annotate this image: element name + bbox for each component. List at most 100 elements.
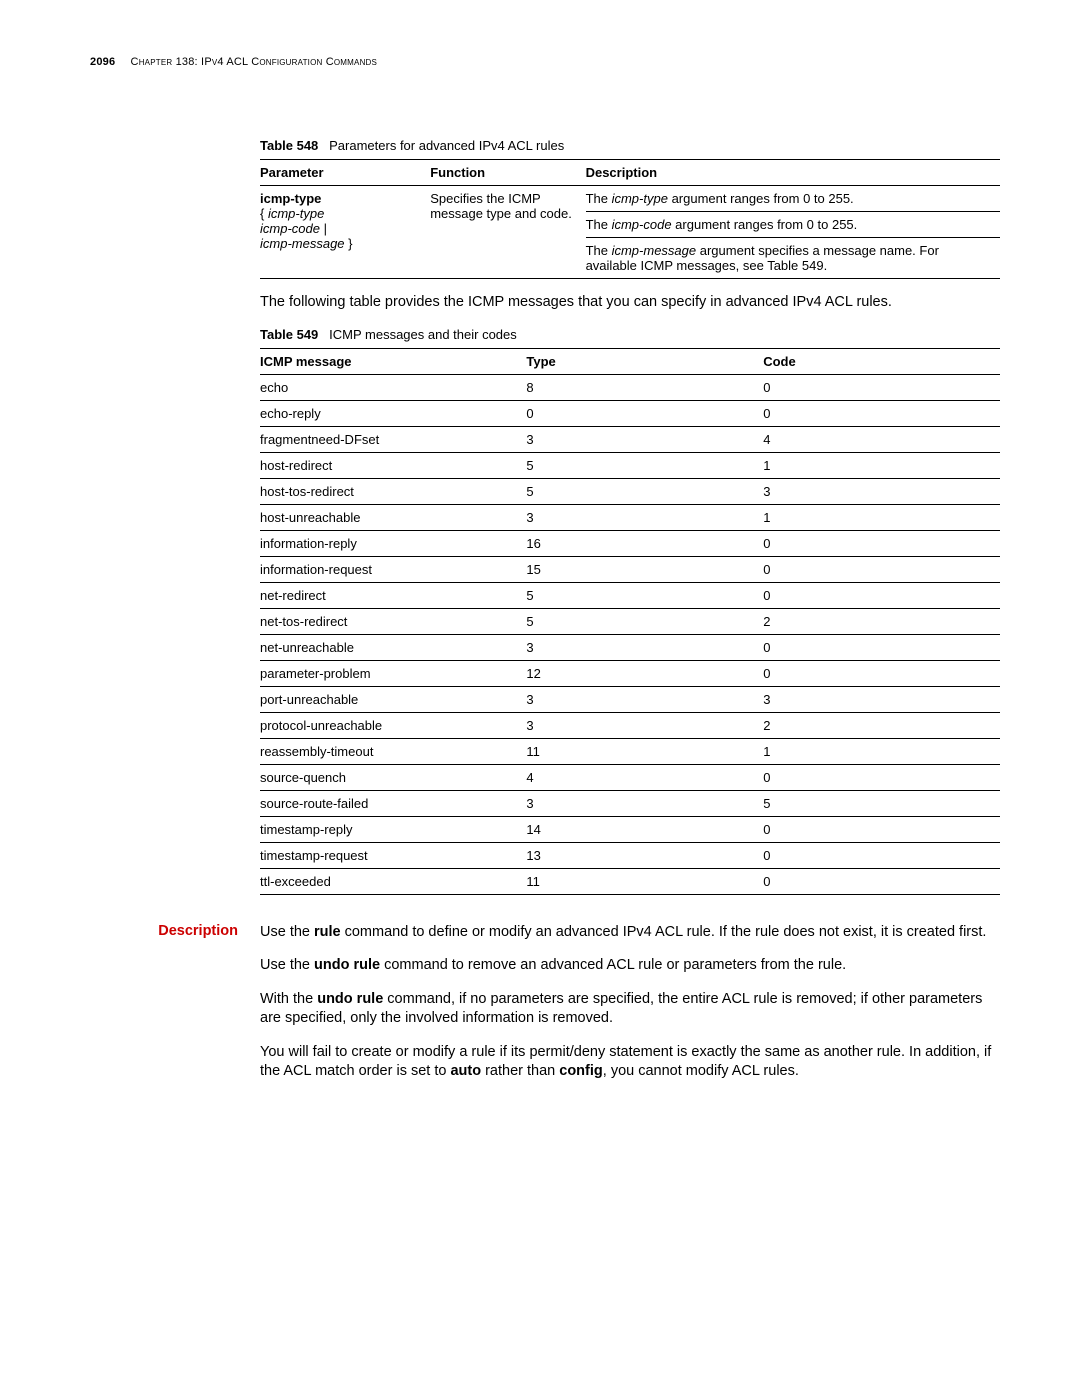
table-cell: 12 [526,660,763,686]
table-cell: reassembly-timeout [260,738,526,764]
table-title: ICMP messages and their codes [329,327,517,342]
table-cell: timestamp-request [260,842,526,868]
table-row: information-reply160 [260,530,1000,556]
table-cell: 3 [526,504,763,530]
table-row: fragmentneed-DFset34 [260,426,1000,452]
table-cell: 5 [763,790,1000,816]
table-cell: 0 [763,634,1000,660]
chapter-title: Chapter 138: IPv4 ACL Configuration Comm… [131,56,378,68]
table-cell: 3 [526,426,763,452]
table-cell: 5 [526,478,763,504]
table-cell: 0 [763,764,1000,790]
table-cell: 0 [763,868,1000,894]
table-549-caption: Table 549 ICMP messages and their codes [260,327,1000,342]
cell-desc-3: The icmp-message argument specifies a me… [586,238,1000,279]
table-cell: 3 [526,790,763,816]
col-parameter: Parameter [260,160,430,186]
table-row: net-unreachable30 [260,634,1000,660]
table-cell: 1 [763,452,1000,478]
cell-desc-1: The icmp-type argument ranges from 0 to … [586,186,1000,212]
description-label: Description [90,923,238,1096]
table-row: source-quench40 [260,764,1000,790]
table-cell: 5 [526,452,763,478]
table-row: net-tos-redirect52 [260,608,1000,634]
cell-parameter: icmp-type { icmp-type icmp-code | icmp-m… [260,186,430,279]
col-code: Code [763,348,1000,374]
table-cell: ttl-exceeded [260,868,526,894]
table-cell: 0 [526,400,763,426]
description-body: Use the rule command to define or modify… [260,923,1000,1096]
table-row: port-unreachable33 [260,686,1000,712]
table-cell: 11 [526,868,763,894]
table-row: host-unreachable31 [260,504,1000,530]
table-cell: 0 [763,400,1000,426]
table-cell: 3 [526,686,763,712]
table-row: echo-reply00 [260,400,1000,426]
table-label: Table 548 [260,138,318,153]
table-cell: parameter-problem [260,660,526,686]
table-cell: net-tos-redirect [260,608,526,634]
col-type: Type [526,348,763,374]
table-cell: 3 [763,686,1000,712]
table-cell: 3 [526,712,763,738]
table-row: host-redirect51 [260,452,1000,478]
table-cell: net-redirect [260,582,526,608]
table-cell: host-unreachable [260,504,526,530]
table-cell: timestamp-reply [260,816,526,842]
desc-p2: Use the undo rule command to remove an a… [260,956,1000,976]
table-row: source-route-failed35 [260,790,1000,816]
table-549: ICMP message Type Code echo80echo-reply0… [260,348,1000,895]
intro-549: The following table provides the ICMP me… [260,293,1000,313]
table-cell: 0 [763,816,1000,842]
table-row: net-redirect50 [260,582,1000,608]
table-cell: information-request [260,556,526,582]
table-cell: host-tos-redirect [260,478,526,504]
table-548: Parameter Function Description icmp-type… [260,159,1000,279]
table-row: protocol-unreachable32 [260,712,1000,738]
table-cell: 8 [526,374,763,400]
table-cell: 0 [763,660,1000,686]
desc-p3: With the undo rule command, if no parame… [260,990,1000,1029]
table-row: reassembly-timeout111 [260,738,1000,764]
table-cell: 0 [763,374,1000,400]
table-row: echo80 [260,374,1000,400]
col-icmp-message: ICMP message [260,348,526,374]
table-cell: port-unreachable [260,686,526,712]
table-cell: 15 [526,556,763,582]
table-cell: 1 [763,738,1000,764]
table-cell: net-unreachable [260,634,526,660]
table-cell: 4 [526,764,763,790]
table-cell: 3 [526,634,763,660]
table-cell: 13 [526,842,763,868]
desc-p1: Use the rule command to define or modify… [260,923,1000,943]
table-cell: 3 [763,478,1000,504]
table-cell: 4 [763,426,1000,452]
desc-p4: You will fail to create or modify a rule… [260,1043,1000,1082]
table-cell: echo-reply [260,400,526,426]
table-cell: source-quench [260,764,526,790]
table-row: parameter-problem120 [260,660,1000,686]
table-cell: 16 [526,530,763,556]
table-row: ttl-exceeded110 [260,868,1000,894]
table-548-caption: Table 548 Parameters for advanced IPv4 A… [260,138,1000,153]
cell-desc-2: The icmp-code argument ranges from 0 to … [586,212,1000,238]
table-cell: 11 [526,738,763,764]
table-cell: 5 [526,582,763,608]
col-description: Description [586,160,1000,186]
table-row: information-request150 [260,556,1000,582]
table-cell: 5 [526,608,763,634]
table-row: host-tos-redirect53 [260,478,1000,504]
table-cell: 14 [526,816,763,842]
table-row: timestamp-reply140 [260,816,1000,842]
table-cell: 0 [763,556,1000,582]
table-cell: echo [260,374,526,400]
table-cell: 1 [763,504,1000,530]
table-cell: 2 [763,608,1000,634]
cell-function: Specifies the ICMP message type and code… [430,186,585,279]
table-cell: 0 [763,530,1000,556]
table-row: timestamp-request130 [260,842,1000,868]
table-title: Parameters for advanced IPv4 ACL rules [329,138,564,153]
page-header: 2096 Chapter 138: IPv4 ACL Configuration… [90,56,1000,68]
table-cell: protocol-unreachable [260,712,526,738]
table-cell: source-route-failed [260,790,526,816]
